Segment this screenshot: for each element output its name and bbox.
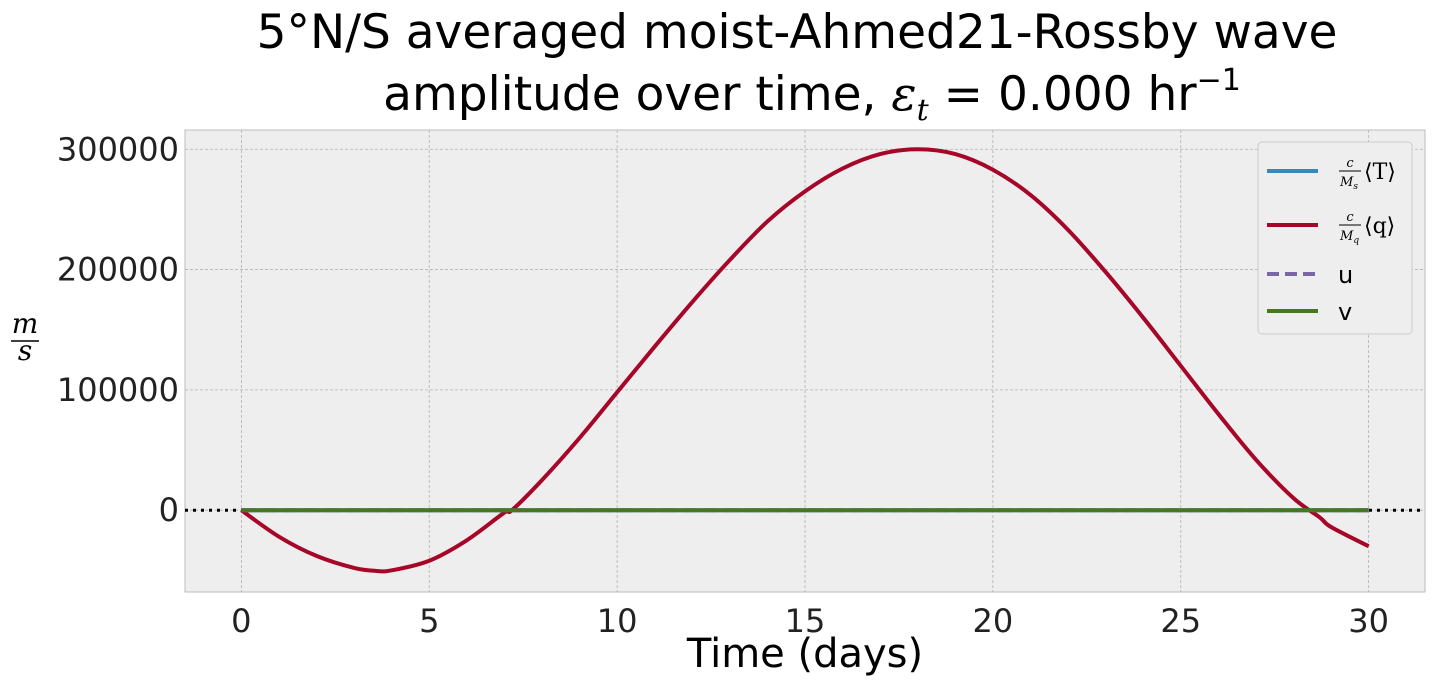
y-axis-label: m s [11,307,39,367]
legend-entry-v: v [1267,298,1352,326]
legend-q-bracket: ⟨q⟩ [1364,214,1395,239]
legend-T-frac-num: c [1346,156,1354,171]
legend-q-frac-den: Mq [1339,229,1359,246]
series-line-q [240,147,1370,574]
y-tick-label: 300000 [57,130,179,168]
y-ticks: 0 100000 200000 300000 [57,130,179,529]
title-line2-prefix: amplitude over time, [383,67,891,122]
x-tick-label: 30 [1348,602,1389,640]
legend-label-u: u [1338,261,1353,289]
x-tick-label: 20 [973,602,1014,640]
legend-T-frac-den: Ms [1339,175,1358,192]
title-epsilon: ε [891,67,916,122]
x-tick-label: 5 [419,602,439,640]
y-axis-label-num: m [12,307,39,340]
series-layer [240,147,1370,574]
legend-label-v: v [1338,298,1352,326]
legend-entry-q: c Mq ⟨q⟩ [1267,210,1395,246]
legend-T-bracket: ⟨T⟩ [1364,160,1396,185]
legend-box [1257,141,1413,335]
legend-q-frac-num: c [1346,210,1354,225]
legend: c Ms ⟨T⟩ c Mq ⟨q⟩ u v [1257,141,1413,335]
x-tick-label: 0 [231,602,251,640]
legend-entry-T: c Ms ⟨T⟩ [1267,156,1396,192]
y-tick-label: 200000 [57,251,179,289]
x-tick-label: 15 [785,602,826,640]
chart-title-line1: 5°N/S averaged moist-Ahmed21-Rossby wave [257,5,1338,60]
x-tick-label: 10 [597,602,638,640]
title-line2-value: = 0.000 hr [929,67,1198,122]
title-epsilon-sub: t [917,93,930,128]
legend-entry-u: u [1267,261,1353,289]
y-tick-label: 100000 [57,371,179,409]
y-tick-label: 0 [159,491,179,529]
x-tick-label: 25 [1160,602,1201,640]
y-axis-label-den: s [18,334,32,367]
chart-title-line2: amplitude over time, εt = 0.000 hr−1 [383,63,1241,128]
x-axis-label: Time (days) [686,631,923,677]
x-ticks: 0 5 10 15 20 25 30 [231,602,1389,640]
title-exponent: −1 [1197,63,1241,98]
